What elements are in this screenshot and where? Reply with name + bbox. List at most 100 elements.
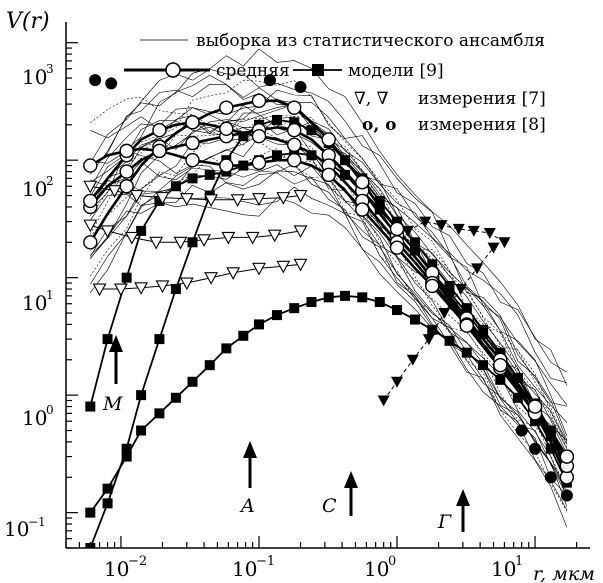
mean-point xyxy=(527,399,543,414)
series-line-meas7 xyxy=(99,263,301,290)
meas8-point xyxy=(515,424,528,437)
ensemble-line xyxy=(90,163,568,510)
ensemble-line xyxy=(90,136,568,496)
model-point xyxy=(204,360,215,371)
y-tick-label: 10 0 xyxy=(22,403,54,430)
annotation-c: C xyxy=(322,471,358,517)
model-point xyxy=(121,451,132,462)
meas7-filled-point xyxy=(391,376,404,388)
meas7-point xyxy=(100,225,115,239)
model-point xyxy=(374,195,385,206)
mean-point xyxy=(185,115,200,130)
mean-point xyxy=(321,167,336,183)
model-point xyxy=(323,292,334,303)
ensemble-line xyxy=(90,79,568,443)
model-point xyxy=(410,245,421,256)
svg-text:10: 10 xyxy=(4,517,29,541)
model-point xyxy=(271,150,282,161)
meas7-point xyxy=(134,282,149,295)
model-point xyxy=(102,483,113,494)
meas7-filled-point xyxy=(435,220,448,232)
mean-point xyxy=(287,137,302,153)
model-point xyxy=(478,329,489,340)
mean-point xyxy=(83,235,98,250)
svg-text:10: 10 xyxy=(22,406,47,430)
model-point xyxy=(461,347,472,358)
model-point xyxy=(374,297,385,308)
svg-text:2: 2 xyxy=(46,174,54,188)
y-axis-label: V(r) xyxy=(6,9,50,34)
model-point xyxy=(340,169,351,180)
model-point xyxy=(170,392,181,403)
meas7-point xyxy=(245,231,260,245)
model-point xyxy=(306,297,317,308)
model-point xyxy=(340,155,351,166)
ensemble-line xyxy=(90,89,568,437)
y-tick-label: 10 2 xyxy=(22,174,54,201)
meas7-filled-point xyxy=(483,227,496,239)
ensemble-line xyxy=(90,128,568,491)
model-point xyxy=(340,290,351,301)
meas7-filled-point xyxy=(467,225,480,237)
meas8-point xyxy=(560,489,573,502)
ensemble-line xyxy=(90,48,568,386)
meas7-point xyxy=(92,283,107,297)
model-point xyxy=(306,150,317,161)
axis-ticks xyxy=(65,42,578,549)
mean-point xyxy=(219,158,234,173)
y-tick-label: 10 1 xyxy=(22,288,54,315)
annotation-a: A xyxy=(239,441,257,517)
meas7-filled-point xyxy=(377,395,390,407)
svg-text:3: 3 xyxy=(46,62,54,76)
mean-point xyxy=(425,278,440,294)
meas7-point xyxy=(149,236,164,250)
svg-text:10: 10 xyxy=(104,557,129,581)
legend: выборка из статистического ансамбля сред… xyxy=(124,31,546,135)
meas7-point xyxy=(114,283,128,297)
meas7-point xyxy=(204,194,219,207)
mean-point xyxy=(219,100,234,115)
meas7-point xyxy=(267,229,282,243)
x-tick-label: 10 −2 xyxy=(104,554,147,581)
legend-meas8-symbols: o, o xyxy=(362,115,397,135)
ensemble-line xyxy=(90,74,568,373)
mean-point xyxy=(251,155,267,170)
meas7-point xyxy=(293,225,308,239)
meas8-point xyxy=(529,442,542,455)
x-axis-label: r, мкм xyxy=(533,563,595,583)
model-point xyxy=(271,114,282,125)
meas7-filled-point xyxy=(454,284,467,296)
meas7-point xyxy=(204,272,219,285)
model-point xyxy=(85,507,96,518)
ensemble-line xyxy=(90,83,567,407)
x-tick-label: 10 0 xyxy=(364,554,396,581)
model-point xyxy=(444,280,455,291)
annotation-m: M xyxy=(102,335,123,415)
ensemble-lines xyxy=(90,48,568,528)
meas7-filled-point xyxy=(401,225,414,237)
model-point xyxy=(221,343,232,354)
mean-point xyxy=(287,152,302,168)
svg-text:C: C xyxy=(322,495,337,517)
mean-point xyxy=(355,174,370,190)
legend-meas7-label: измерения [7] xyxy=(418,89,546,109)
svg-text:M: M xyxy=(102,393,123,415)
svg-text:−1: −1 xyxy=(256,554,275,569)
legend-meas8-label: измерения [8] xyxy=(418,115,546,135)
model-point xyxy=(530,416,541,427)
meas8-point xyxy=(294,80,307,93)
y-tick-label: 10 3 xyxy=(22,62,54,89)
meas7-point xyxy=(83,180,98,194)
model-point xyxy=(170,181,181,192)
model-point xyxy=(306,125,317,136)
meas7-point xyxy=(179,277,194,291)
svg-text:0: 0 xyxy=(46,403,54,417)
y-tick-label: 10 −1 xyxy=(4,515,46,541)
svg-text:1: 1 xyxy=(515,554,523,569)
ensemble-line xyxy=(90,150,568,486)
ensemble-line xyxy=(90,96,568,442)
model-point xyxy=(187,237,198,248)
meas7-filled-point xyxy=(406,354,419,366)
model-point xyxy=(121,443,132,454)
